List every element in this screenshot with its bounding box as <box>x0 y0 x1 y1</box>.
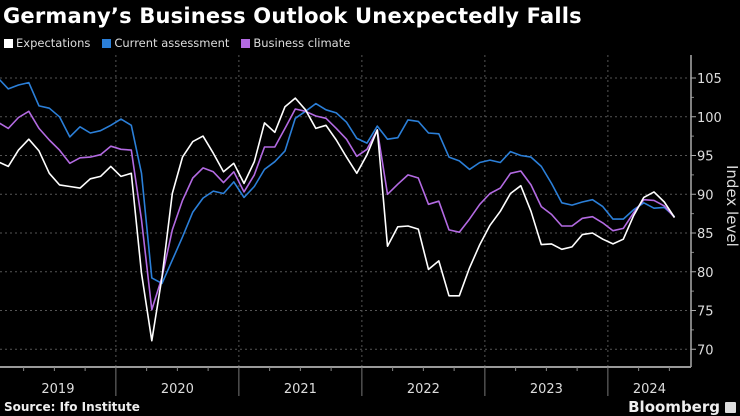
y-tick-label: 100 <box>697 111 722 126</box>
legend-label: Expectations <box>16 36 91 50</box>
legend-swatch <box>102 38 112 48</box>
series-line-current-assessment <box>0 78 676 285</box>
legend-item-expectations: Expectations <box>4 36 90 50</box>
source-note: Source: Ifo Institute <box>4 400 140 414</box>
y-axis-label: Index level <box>723 165 740 247</box>
x-tick-label: 2023 <box>530 382 563 397</box>
legend-label: Current assessment <box>114 36 230 50</box>
x-tick-labels: 2019 2020 2021 2022 2023 2024 <box>41 382 666 397</box>
legend-swatch <box>4 38 13 48</box>
bloomberg-chart-icon <box>725 402 736 413</box>
gridlines <box>0 55 691 367</box>
series-line-business-climate <box>0 108 676 311</box>
y-tick-label: 80 <box>697 266 714 281</box>
y-tick-label: 95 <box>697 150 714 165</box>
x-tick-label: 2019 <box>41 382 74 397</box>
series-line-expectations <box>0 97 676 342</box>
legend-swatch <box>241 38 251 48</box>
legend: Expectations Current assessment Business… <box>4 36 350 50</box>
series-lines <box>0 78 676 342</box>
y-tick-label: 70 <box>697 343 714 358</box>
y-tick-labels: 70 75 80 85 90 95 100 105 <box>697 72 722 358</box>
x-tick-label: 2022 <box>407 382 440 397</box>
axes <box>0 55 696 396</box>
legend-label: Business climate <box>253 36 351 50</box>
y-tick-label: 105 <box>697 72 722 87</box>
y-tick-label: 75 <box>697 305 714 320</box>
y-tick-label: 85 <box>697 227 714 242</box>
x-tick-label: 2020 <box>161 382 194 397</box>
bloomberg-logo: Bloomberg <box>628 398 720 416</box>
legend-item-current-assessment: Current assessment <box>102 36 229 50</box>
x-tick-label: 2024 <box>633 382 666 397</box>
legend-item-business-climate: Business climate <box>241 36 350 50</box>
y-tick-label: 90 <box>697 188 714 203</box>
chart-title: Germany’s Business Outlook Unexpectedly … <box>3 4 582 28</box>
x-tick-label: 2021 <box>284 382 317 397</box>
